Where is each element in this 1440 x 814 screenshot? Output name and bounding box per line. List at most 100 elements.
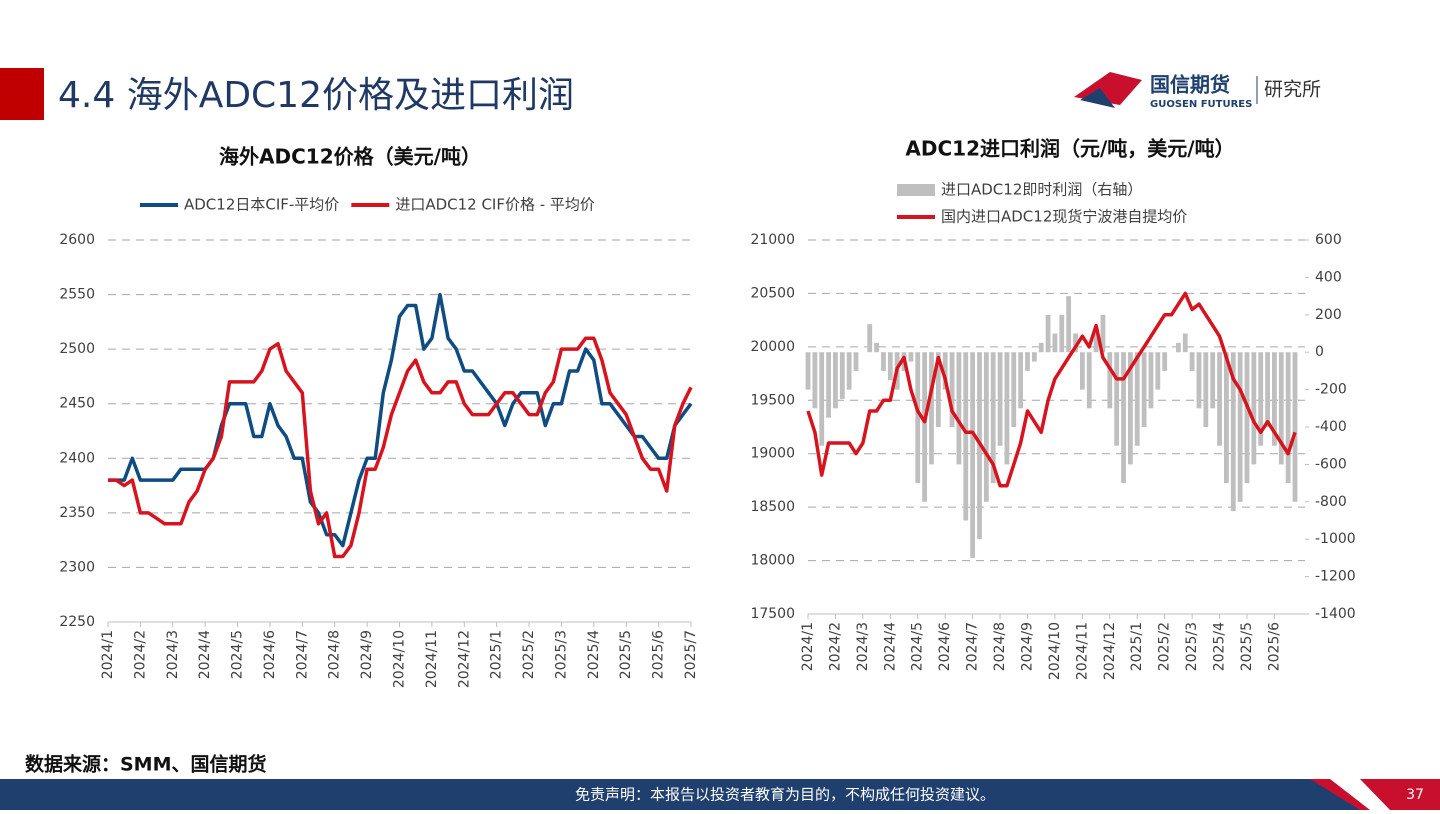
bar: [833, 352, 838, 409]
x-tick-label: 2024/12: [456, 630, 472, 688]
bar: [1038, 342, 1044, 353]
logo-department: 研究所: [1264, 79, 1321, 101]
bar: [881, 352, 886, 371]
y2-tick-label: -200: [1315, 382, 1347, 398]
x-tick-label: 2024/4: [882, 622, 898, 671]
bar: [1210, 352, 1216, 409]
logo-english: GUOSEN FUTURES: [1150, 99, 1252, 110]
x-tick-label: 2024/1: [800, 622, 816, 671]
x-tick-label: 2024/2: [827, 622, 843, 671]
bar: [812, 352, 818, 409]
line-series: [108, 336, 693, 559]
x-tick-label: 2024/7: [965, 622, 981, 671]
x-tick-label: 2024/3: [165, 630, 181, 679]
y2-tick-label: 400: [1315, 269, 1342, 285]
bar: [1052, 333, 1058, 353]
bar: [1114, 352, 1120, 446]
y2-tick-label: -400: [1315, 419, 1347, 435]
bar: [935, 352, 941, 427]
chart-title: ADC12进口利润（元/吨，美元/吨）: [905, 137, 1234, 161]
legend-label: 国内进口ADC12现货宁波港自提均价: [941, 208, 1187, 226]
bar: [853, 352, 859, 371]
x-tick-label: 2024/6: [937, 622, 953, 671]
bar: [1224, 352, 1229, 484]
x-tick-label: 2024/8: [992, 622, 1008, 671]
bar: [846, 352, 852, 390]
y2-tick-label: -1400: [1315, 606, 1356, 622]
x-tick-label: 2024/12: [1102, 622, 1118, 680]
bar: [1141, 352, 1147, 427]
y2-tick-label: -1000: [1315, 531, 1356, 547]
x-tick-label: 2024/1: [100, 630, 116, 679]
x-tick-label: 2024/10: [392, 630, 408, 688]
bar: [956, 352, 962, 465]
bar: [867, 324, 873, 353]
bar: [908, 352, 914, 362]
x-tick-label: 2024/3: [855, 622, 871, 671]
x-tick-label: 2025/7: [683, 630, 699, 679]
bar: [1182, 333, 1188, 353]
x-tick-label: 2024/11: [424, 630, 440, 688]
bar: [1025, 352, 1030, 371]
bar: [1011, 352, 1017, 427]
bar: [1121, 352, 1126, 484]
y-tick-label: 20500: [750, 285, 795, 301]
bar: [1196, 352, 1202, 409]
y-tick-label: 2600: [59, 232, 95, 248]
logo-name: 国信期货: [1150, 73, 1230, 97]
title-marker: [0, 68, 44, 120]
bar: [922, 352, 928, 502]
legend-label: 进口ADC12 CIF价格 - 平均价: [395, 196, 595, 214]
bar: [1148, 352, 1154, 409]
bar: [1066, 296, 1072, 353]
page-title: 4.4 海外ADC12价格及进口利润: [58, 75, 574, 116]
bar: [997, 352, 1003, 446]
bar: [819, 352, 825, 446]
bar: [1086, 352, 1092, 409]
x-tick-label: 2025/6: [651, 630, 667, 679]
x-tick-label: 2025/2: [521, 630, 537, 679]
bar: [1107, 352, 1113, 409]
x-tick-label: 2025/1: [489, 630, 505, 679]
bar: [1031, 352, 1037, 362]
bar: [887, 352, 893, 381]
bar: [1292, 352, 1298, 502]
y-tick-label: 18500: [750, 499, 795, 515]
bar: [1244, 352, 1250, 484]
y2-tick-label: -1200: [1315, 569, 1356, 585]
chart-title: 海外ADC12价格（美元/吨）: [219, 145, 481, 169]
x-tick-label: 2024/7: [294, 630, 310, 679]
x-tick-label: 2025/3: [553, 630, 569, 679]
x-tick-label: 2025/3: [1184, 622, 1200, 671]
y-tick-label: 19000: [750, 446, 795, 462]
x-tick-label: 2025/6: [1266, 622, 1282, 671]
bar: [1093, 333, 1099, 353]
legend-label: 进口ADC12即时利润（右轴）: [941, 181, 1142, 199]
y-tick-label: 2550: [59, 287, 95, 303]
bar: [983, 352, 989, 502]
y-tick-label: 2450: [59, 396, 95, 412]
x-tick-label: 2024/5: [910, 622, 926, 671]
bar: [805, 352, 811, 390]
source-note: 数据来源：SMM、国信期货: [25, 753, 267, 776]
bar: [990, 352, 996, 484]
bar: [839, 352, 845, 399]
bar: [1272, 352, 1277, 446]
x-tick-label: 2024/9: [359, 630, 375, 679]
x-tick-label: 2025/5: [1239, 622, 1255, 671]
legend-label: ADC12日本CIF-平均价: [184, 196, 339, 214]
x-tick-label: 2025/4: [1212, 622, 1228, 671]
bar: [1278, 352, 1284, 465]
x-tick-label: 2024/2: [132, 630, 148, 679]
bar: [1230, 352, 1236, 512]
bar: [929, 352, 934, 465]
y2-tick-label: -800: [1315, 494, 1347, 510]
bar: [915, 352, 921, 484]
line-series: [108, 292, 693, 548]
bar: [1018, 352, 1024, 409]
bar: [1073, 333, 1078, 353]
bar: [963, 352, 969, 521]
x-tick-label: 2025/2: [1157, 622, 1173, 671]
bar: [1059, 314, 1065, 353]
